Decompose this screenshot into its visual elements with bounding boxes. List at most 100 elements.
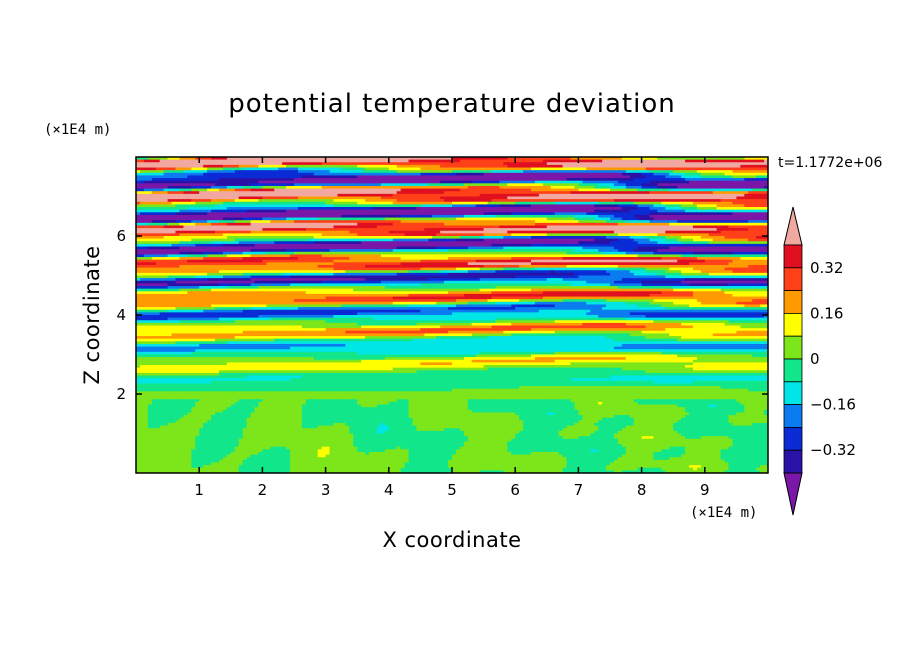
field-cell	[266, 183, 271, 187]
field-cell	[724, 191, 730, 195]
field-cell	[669, 199, 674, 203]
field-cell	[696, 217, 702, 221]
field-cell	[637, 175, 643, 179]
field-cell	[238, 191, 244, 195]
field-cell	[432, 162, 437, 166]
field-cell	[428, 196, 433, 200]
field-cell	[270, 188, 275, 192]
field-cell	[345, 172, 350, 177]
field-cell	[171, 204, 177, 208]
field-cell	[313, 199, 319, 203]
field-cell	[538, 217, 544, 221]
field-cell	[692, 212, 698, 216]
field-cell	[179, 183, 184, 187]
field-cell	[613, 209, 619, 213]
field-cell	[424, 183, 429, 187]
field-cell	[444, 199, 449, 203]
field-cell	[613, 193, 619, 198]
field-cell	[337, 164, 342, 169]
field-cell	[764, 209, 768, 213]
field-cell	[290, 201, 295, 205]
field-cell	[400, 228, 406, 232]
field-cell	[760, 157, 765, 161]
field-cell	[499, 178, 504, 182]
field-cell	[700, 212, 706, 216]
field-cell	[384, 157, 390, 161]
field-cell	[681, 159, 686, 163]
field-cell	[598, 185, 603, 190]
field-cell	[333, 220, 339, 224]
field-cell	[629, 185, 635, 190]
field-cell	[365, 225, 370, 229]
field-cell	[578, 185, 583, 190]
field-cell	[234, 207, 240, 211]
field-cell	[586, 180, 591, 184]
field-cell	[187, 236, 192, 240]
field-cell	[606, 180, 611, 184]
field-cell	[764, 162, 768, 166]
field-cell	[685, 172, 690, 177]
field-cell	[136, 159, 141, 163]
field-cell	[211, 233, 216, 237]
field-cell	[309, 185, 315, 190]
field-cell	[554, 170, 560, 174]
field-cell	[183, 170, 188, 174]
field-cell	[175, 167, 181, 171]
field-cell	[365, 233, 370, 237]
field-cell	[373, 175, 378, 179]
field-cell	[732, 209, 737, 213]
field-cell	[234, 178, 240, 182]
field-cell	[136, 188, 141, 192]
field-cell	[274, 180, 279, 184]
field-cell	[230, 207, 236, 211]
field-cell	[392, 196, 398, 200]
field-cell	[349, 207, 354, 211]
field-cell	[716, 185, 722, 190]
field-cell	[297, 225, 303, 229]
field-cell	[641, 167, 647, 171]
field-cell	[388, 212, 394, 216]
field-cell	[598, 214, 603, 219]
field-cell	[242, 157, 248, 161]
field-cell	[594, 159, 599, 163]
field-cell	[724, 204, 730, 208]
field-cell	[491, 217, 497, 221]
field-cell	[724, 236, 730, 240]
field-cell	[234, 196, 240, 200]
field-cell	[396, 225, 402, 229]
field-cell	[499, 191, 504, 195]
field-cell	[606, 217, 611, 221]
field-cell	[333, 162, 339, 166]
field-cell	[602, 178, 607, 182]
field-cell	[444, 193, 449, 198]
field-cell	[329, 157, 335, 161]
field-cell	[677, 167, 682, 171]
field-cell	[155, 178, 161, 182]
field-cell	[590, 172, 595, 177]
field-cell	[345, 225, 350, 229]
field-cell	[179, 212, 184, 216]
field-cell	[222, 172, 228, 177]
field-cell	[187, 201, 192, 205]
field-cell	[207, 183, 212, 187]
field-cell	[598, 188, 603, 192]
field-cell	[369, 159, 374, 163]
field-cell	[226, 228, 232, 232]
field-cell	[151, 172, 157, 177]
field-cell	[716, 191, 722, 195]
field-cell	[511, 183, 516, 187]
field-cell	[661, 222, 666, 227]
field-cell	[412, 222, 418, 227]
field-cell	[207, 196, 212, 200]
field-cell	[143, 201, 149, 205]
field-cell	[183, 207, 188, 211]
field-cell	[416, 233, 421, 237]
field-cell	[203, 172, 208, 177]
field-cell	[760, 236, 765, 240]
field-cell	[653, 212, 658, 216]
field-cell	[696, 167, 702, 171]
field-cell	[404, 196, 410, 200]
field-cell	[230, 225, 236, 229]
field-cell	[297, 228, 303, 232]
field-cell	[471, 199, 477, 203]
